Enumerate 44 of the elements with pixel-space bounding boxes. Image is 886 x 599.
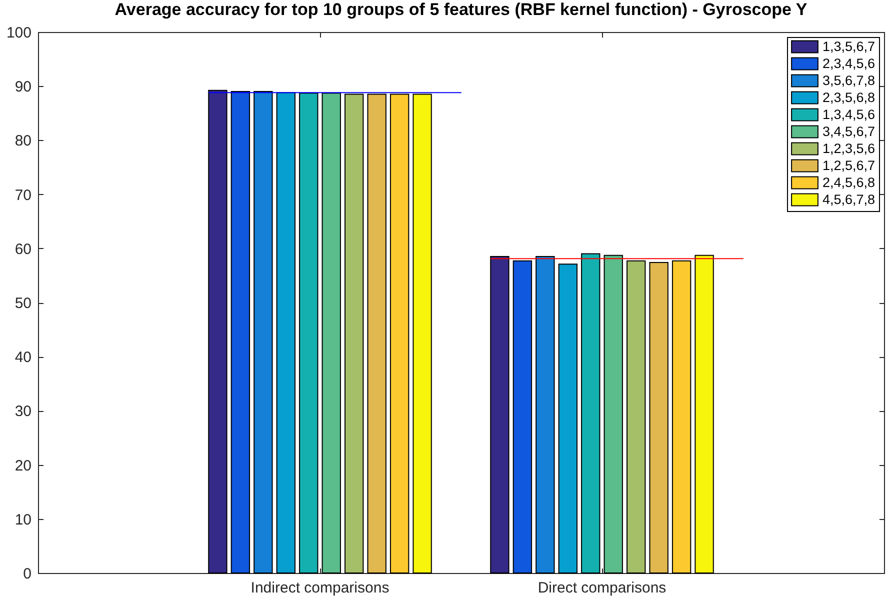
bar bbox=[694, 254, 714, 574]
legend-label: 1,3,4,5,6 bbox=[822, 106, 876, 122]
bar bbox=[299, 92, 318, 574]
y-tick-label: 70 bbox=[14, 186, 32, 204]
bar bbox=[649, 262, 668, 574]
y-tick-label: 60 bbox=[14, 240, 32, 258]
y-tick-label: 0 bbox=[23, 566, 32, 582]
legend-label: 1,2,5,6,7 bbox=[822, 158, 876, 173]
bar bbox=[626, 260, 646, 574]
legend-label: 2,3,4,5,6 bbox=[822, 56, 876, 71]
y-tick-label: 80 bbox=[14, 132, 32, 150]
bar bbox=[512, 260, 532, 574]
bar bbox=[604, 254, 623, 574]
legend-label: 1,2,3,5,6 bbox=[822, 140, 876, 156]
y-tick-label: 30 bbox=[14, 403, 32, 420]
y-tick-label: 50 bbox=[14, 295, 32, 312]
legend-label: 2,3,5,6,8 bbox=[822, 90, 876, 105]
bar bbox=[208, 90, 228, 574]
bar bbox=[672, 260, 692, 574]
bar bbox=[276, 92, 296, 574]
y-tick-label: 90 bbox=[14, 78, 32, 96]
bar bbox=[412, 94, 432, 574]
bar bbox=[254, 91, 273, 574]
legend-label: 3,5,6,7,8 bbox=[822, 72, 876, 88]
bar bbox=[390, 94, 410, 574]
legend-label: 1,3,5,6,7 bbox=[822, 38, 876, 54]
x-tick-label: Indirect comparisons bbox=[250, 580, 390, 596]
x-tick-label: Direct comparisons bbox=[538, 580, 666, 596]
legend-label: 3,4,5,6,7 bbox=[822, 124, 876, 139]
bar bbox=[367, 94, 386, 574]
y-tick-label: 20 bbox=[14, 457, 32, 474]
y-tick-label: 10 bbox=[14, 511, 32, 528]
bar bbox=[536, 256, 555, 574]
y-tick-label: 100 bbox=[6, 24, 32, 42]
bar bbox=[558, 264, 578, 574]
legend-label: 4,5,6,7,8 bbox=[822, 192, 876, 207]
bar bbox=[322, 92, 341, 574]
bar bbox=[230, 91, 250, 574]
legend-label: 2,4,5,6,8 bbox=[822, 174, 876, 190]
bar bbox=[490, 256, 510, 574]
chart-title: Average accuracy for top 10 groups of 5 features (RBF kernel function) - Gyroscope Y bbox=[114, 0, 808, 19]
bar bbox=[344, 94, 364, 574]
bar bbox=[581, 253, 600, 574]
y-tick-label: 40 bbox=[14, 349, 32, 366]
